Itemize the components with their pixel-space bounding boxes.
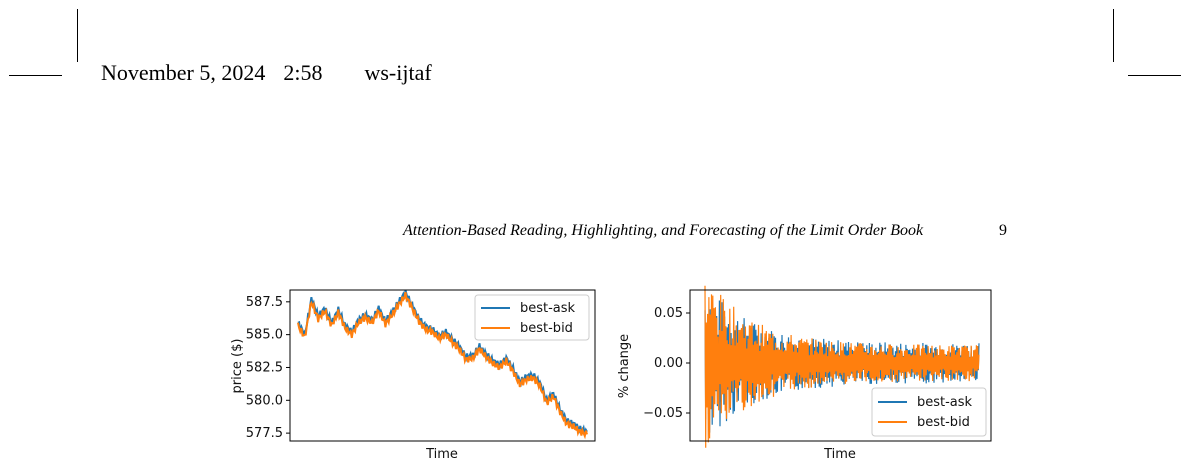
change-ytick-label: 0.00 (654, 356, 683, 371)
price-ytick-label: 577.5 (246, 426, 283, 441)
change-ytick-label: −0.05 (643, 406, 683, 421)
price-chart: 577.5 580.0 582.5 585.0 587.5 Time price ($)… (230, 289, 596, 462)
crop-mark-left-vertical (77, 9, 78, 62)
running-title: Attention-Based Reading, Highlighting, a… (403, 222, 924, 239)
change-legend: best-ask best-bid (871, 387, 987, 437)
change-xlabel: Time (823, 447, 856, 462)
price-legend: best-ask best-bid (474, 294, 590, 341)
change-ylabel: % change (617, 334, 632, 398)
change-legend-ask-label: best-ask (917, 395, 973, 410)
price-plot-frame (289, 289, 596, 442)
header-date: November 5, 2024 (101, 60, 266, 85)
price-xlabel: Time (425, 447, 458, 462)
page-number: 9 (999, 222, 1007, 239)
change-plot-frame (689, 289, 992, 442)
price-ylabel: price ($) (230, 339, 245, 394)
pct-change-chart: −0.05 0.00 0.05 Time % change best-ask bes… (617, 285, 992, 462)
change-legend-box (871, 387, 987, 437)
crop-mark-right-horizontal (1128, 75, 1181, 76)
crop-mark-right-vertical (1113, 9, 1114, 62)
page-header: November 5, 2024 2:58 ws-ijtaf (90, 34, 432, 86)
change-ytick-label: 0.05 (654, 306, 683, 321)
header-journal: ws-ijtaf (364, 60, 432, 85)
price-ytick-label: 582.5 (246, 360, 283, 375)
crop-mark-left-horizontal (9, 75, 62, 76)
price-legend-bid-label: best-bid (520, 321, 573, 336)
price-ytick-label: 587.5 (246, 295, 283, 310)
header-time: 2:58 (283, 60, 323, 85)
change-legend-bid-label: best-bid (917, 415, 970, 430)
price-legend-ask-label: best-ask (520, 301, 576, 316)
price-series-best-bid (297, 291, 588, 440)
price-ytick-label: 585.0 (246, 328, 283, 343)
change-series-best-bid (704, 285, 980, 448)
price-ytick-label: 580.0 (246, 393, 283, 408)
